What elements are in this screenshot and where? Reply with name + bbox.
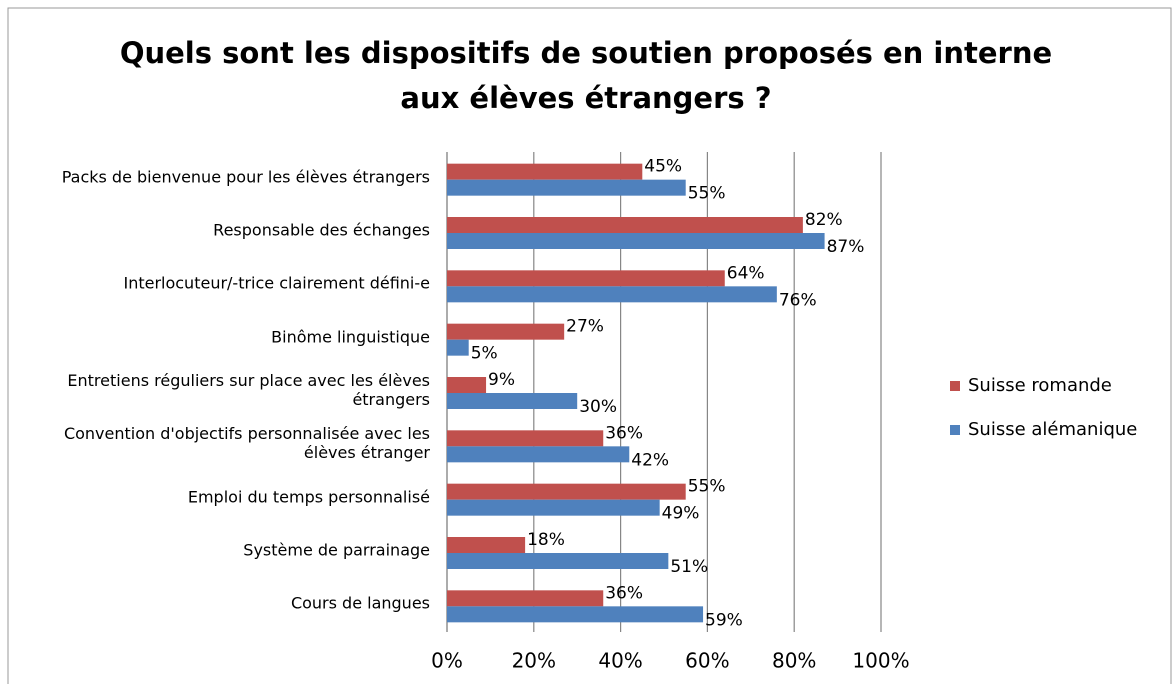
data-label: 51% <box>670 557 708 577</box>
y-tick-label: Interlocuteur/-trice clairement défini-e <box>123 273 430 293</box>
legend-label: Suisse romande <box>968 375 1112 396</box>
bar <box>447 179 686 196</box>
data-label: 30% <box>579 397 617 417</box>
data-label: 5% <box>471 344 498 364</box>
data-label: 76% <box>779 290 817 310</box>
data-label: 9% <box>488 370 515 390</box>
bar <box>447 233 825 249</box>
bar <box>447 553 669 569</box>
data-label: 45% <box>644 157 682 177</box>
bar <box>447 323 565 340</box>
bar <box>447 217 803 233</box>
y-tick-label: Entretiens réguliers sur place avec les … <box>67 371 430 409</box>
y-tick-label: Binôme linguistique <box>271 327 430 347</box>
bar <box>447 339 469 356</box>
data-label: 18% <box>527 530 565 550</box>
bar <box>447 430 604 447</box>
bar <box>447 590 604 607</box>
bar <box>447 537 526 553</box>
legend-label: Suisse alémanique <box>968 419 1137 440</box>
data-label: 27% <box>566 317 604 337</box>
legend-swatch <box>950 381 960 391</box>
y-tick-label: Emploi du temps personnalisé <box>187 487 430 507</box>
x-tick-label: 0% <box>431 649 463 673</box>
y-tick-label: Packs de bienvenue pour les élèves étran… <box>61 167 430 187</box>
frame <box>7 7 1172 684</box>
data-label: 36% <box>605 583 643 603</box>
data-label: 87% <box>827 237 865 257</box>
data-label: 55% <box>688 184 726 204</box>
y-tick-label: Système de parrainage <box>243 540 430 560</box>
bar <box>447 446 630 463</box>
bar <box>447 499 660 516</box>
chart-title: aux élèves étrangers ? <box>400 81 771 115</box>
data-label: 36% <box>605 423 643 443</box>
data-label: 55% <box>688 477 726 497</box>
x-tick-label: 60% <box>685 649 729 673</box>
data-label: 64% <box>727 263 765 283</box>
x-tick-label: 20% <box>512 649 556 673</box>
y-tick-label: Responsable des échanges <box>213 220 430 240</box>
y-tick-label: Convention d'objectifs personnalisée ave… <box>63 424 430 463</box>
data-label: 49% <box>662 504 700 524</box>
legend-swatch <box>950 425 960 435</box>
bar <box>447 483 686 500</box>
bar <box>447 377 487 393</box>
bar <box>447 393 578 409</box>
bar <box>447 286 777 303</box>
x-tick-label: 40% <box>598 649 642 673</box>
bar <box>447 270 725 287</box>
data-label: 82% <box>805 210 843 230</box>
x-tick-label: 100% <box>852 649 909 673</box>
bar <box>447 606 704 623</box>
chart-title: Quels sont les dispositifs de soutien pr… <box>120 36 1052 70</box>
x-tick-label: 80% <box>772 649 816 673</box>
data-label: 42% <box>631 450 669 470</box>
data-label: 59% <box>705 610 743 630</box>
y-tick-label: Cours de langues <box>290 593 430 613</box>
bar <box>447 163 643 180</box>
